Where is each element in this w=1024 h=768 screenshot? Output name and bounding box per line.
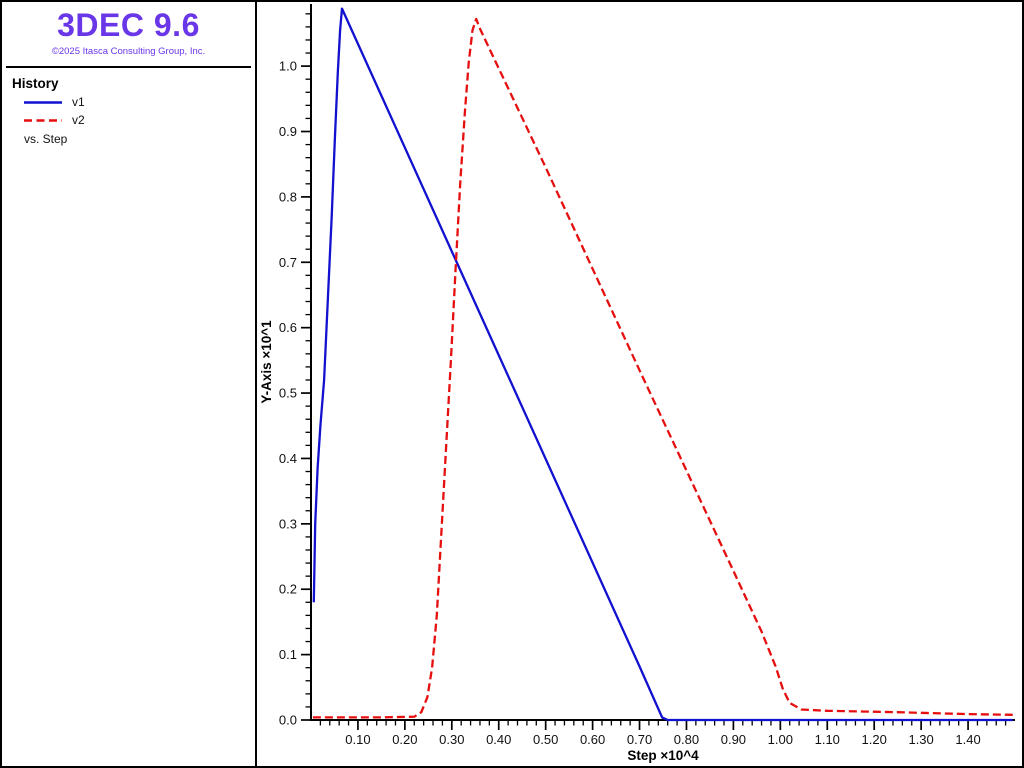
legend-item-v2: v2 xyxy=(23,113,255,128)
x-tick-label: 0.80 xyxy=(674,732,699,747)
y-tick-label: 1.0 xyxy=(279,59,297,74)
y-tick-label: 0.3 xyxy=(279,516,297,531)
y-tick-label: 0.7 xyxy=(279,255,297,270)
v2-line xyxy=(312,17,1013,719)
x-tick-label: 0.70 xyxy=(627,732,652,747)
x-tick-label: 1.00 xyxy=(768,732,793,747)
y-tick-label: 0.1 xyxy=(279,647,297,662)
history-heading: History xyxy=(12,75,59,91)
y-tick-label: 0.4 xyxy=(279,451,297,466)
legend-label-v2: v2 xyxy=(72,113,85,128)
x-tick-label: 1.10 xyxy=(815,732,840,747)
y-tick-label: 0.8 xyxy=(279,189,297,204)
x-axis-title: Step ×10^4 xyxy=(627,748,699,763)
copyright-text: ©2025 Itasca Consulting Group, Inc. xyxy=(51,45,206,57)
vs-step-label: vs. Step xyxy=(24,131,68,146)
x-tick-label: 0.10 xyxy=(345,732,370,747)
y-tick-label: 0.6 xyxy=(279,320,297,335)
legend-label-v1: v1 xyxy=(72,95,85,110)
x-tick-label: 1.40 xyxy=(955,732,980,747)
axes-lines xyxy=(310,4,1015,721)
v1-line-swatch xyxy=(24,100,62,104)
v2-line-swatch xyxy=(24,118,62,122)
y-axis-title: Y-Axis ×10^1 xyxy=(259,320,274,404)
app-title: 3DEC 9.6 xyxy=(57,7,200,43)
legend-item-v1: v1 xyxy=(23,95,255,110)
y-tick-label: 0.2 xyxy=(279,582,297,597)
y-tick-label: 0.5 xyxy=(279,386,297,401)
x-tick-label: 0.30 xyxy=(439,732,464,747)
x-tick-label: 1.30 xyxy=(908,732,933,747)
x-tick-label: 0.20 xyxy=(392,732,417,747)
chart-panel: 0.10 0.20 0.30 0.40 0.50 0.60 0.70 0.80 0.90 1.00… xyxy=(257,2,1022,766)
y-tick-label: 0.9 xyxy=(279,124,297,139)
x-tick-label: 1.20 xyxy=(862,732,887,747)
sidebar: 3DEC 9.6 ©2025 Itasca Consulting Group, … xyxy=(2,2,257,766)
x-tick-label: 0.40 xyxy=(486,732,511,747)
v1-line xyxy=(312,7,1013,722)
sidebar-divider xyxy=(6,65,251,68)
x-tick-label: 0.90 xyxy=(721,732,746,747)
x-tick-label: 0.50 xyxy=(533,732,558,747)
y-tick-label: 0.0 xyxy=(279,713,297,728)
x-tick-label: 0.60 xyxy=(580,732,605,747)
history-chart: 0.10 0.20 0.30 0.40 0.50 0.60 0.70 0.80 0.90 1.00… xyxy=(259,4,1015,763)
